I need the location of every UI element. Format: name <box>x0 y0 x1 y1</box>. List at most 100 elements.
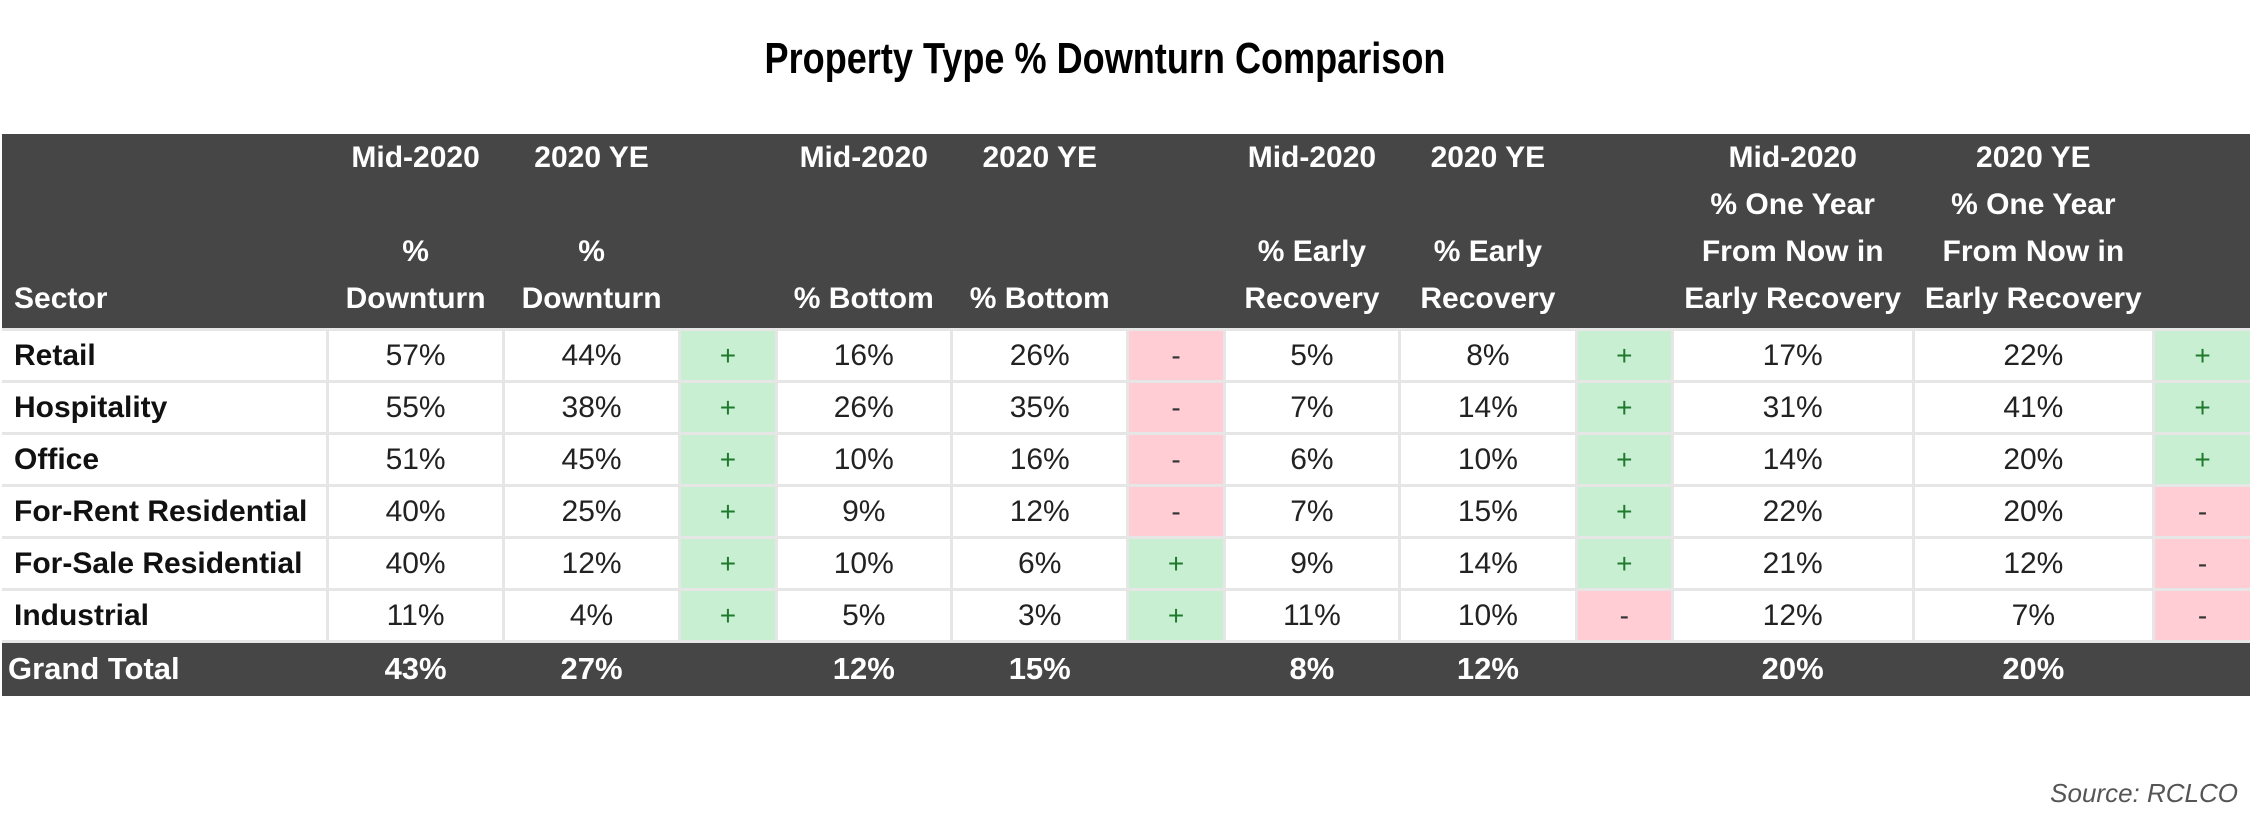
value-cell: 12% <box>1670 588 1915 643</box>
value-cell: 9% <box>774 484 953 539</box>
change-indicator: + <box>678 484 778 539</box>
change-indicator: + <box>1126 536 1226 591</box>
value-cell: 57% <box>326 328 505 383</box>
value-cell: 26% <box>774 380 953 435</box>
change-indicator: - <box>1574 588 1674 643</box>
value-cell: 10% <box>774 432 953 487</box>
value-cell: 55% <box>326 380 505 435</box>
total-indicator-cell <box>1576 642 1672 696</box>
value-cell: 31% <box>1670 380 1915 435</box>
table-row: For-Rent Residential 40% 25% +9% 12% -7% 15% +2… <box>2 484 2250 539</box>
sector-cell: Retail <box>2 328 330 383</box>
value-cell: 6% <box>1222 432 1402 487</box>
header-indicator <box>680 134 776 330</box>
table-row: Retail 57% 44% +16% 26% -5% 8% +17% 22% + <box>2 328 2250 383</box>
value-cell: 16% <box>774 328 953 383</box>
change-indicator: - <box>2152 484 2250 539</box>
change-indicator: - <box>1126 380 1226 435</box>
change-indicator: + <box>2152 432 2250 487</box>
header-col: 2020 YE% Downturn <box>521 141 662 315</box>
value-cell: 14% <box>1670 432 1915 487</box>
header-col: Mid-2020% Early Recovery <box>1244 141 1380 315</box>
change-indicator: - <box>1126 432 1226 487</box>
value-cell: 14% <box>1398 536 1578 591</box>
value-cell: 20% <box>1911 484 2156 539</box>
sector-cell: Office <box>2 432 330 487</box>
source-note: Source: RCLCO <box>2050 778 2238 808</box>
value-cell: 11% <box>326 588 505 643</box>
change-indicator: + <box>1574 432 1674 487</box>
change-indicator: + <box>678 380 778 435</box>
value-cell: 6% <box>949 536 1130 591</box>
chart-title: Property Type % Downturn Comparison <box>764 34 1446 83</box>
value-cell: 5% <box>1222 328 1402 383</box>
value-cell: 20% <box>2002 651 2065 687</box>
value-cell: 12% <box>1456 651 1519 687</box>
header-col: Mid-2020% Bottom <box>793 141 934 315</box>
change-indicator: + <box>1574 484 1674 539</box>
value-cell: 14% <box>1398 380 1578 435</box>
value-cell: 9% <box>1222 536 1402 591</box>
change-indicator: + <box>2152 380 2250 435</box>
value-cell: 11% <box>1222 588 1402 643</box>
sector-cell: Hospitality <box>2 380 330 435</box>
header-indicator <box>2154 134 2250 330</box>
change-indicator: + <box>1126 588 1226 643</box>
sector-cell: Grand Total <box>8 651 180 687</box>
header-col: Mid-2020% Downturn <box>345 141 486 315</box>
header-indicator <box>1576 134 1672 330</box>
value-cell: 12% <box>1911 536 2156 591</box>
total-indicator-cell <box>2154 642 2250 696</box>
table-row: Office 51% 45% +10% 16% -6% 10% +14% 20% + <box>2 432 2250 487</box>
value-cell: 17% <box>1670 328 1915 383</box>
change-indicator: + <box>678 536 778 591</box>
table-row: Industrial 11% 4% +5% 3% +11% 10% -12% 7% - <box>2 588 2250 643</box>
value-cell: 44% <box>501 328 682 383</box>
value-cell: 8% <box>1289 651 1335 687</box>
change-indicator: + <box>1574 380 1674 435</box>
value-cell: 10% <box>1398 588 1578 643</box>
grand-total-row: Grand Total 43% 27% 12% 15% 8% 12% 20% 20% <box>2 641 2250 696</box>
comparison-table: Sector Mid-2020% Downturn 2020 YE% Downtur… <box>2 134 2250 696</box>
value-cell: 41% <box>1911 380 2156 435</box>
value-cell: 25% <box>501 484 682 539</box>
total-indicator-cell <box>1128 642 1224 696</box>
table-row: For-Sale Residential 40% 12% +10% 6% +9% 14% +2… <box>2 536 2250 591</box>
value-cell: 38% <box>501 380 682 435</box>
sector-cell: For-Rent Residential <box>2 484 330 539</box>
change-indicator: - <box>2152 536 2250 591</box>
value-cell: 12% <box>501 536 682 591</box>
value-cell: 8% <box>1398 328 1578 383</box>
value-cell: 51% <box>326 432 505 487</box>
change-indicator: + <box>678 328 778 383</box>
header-sector: Sector <box>14 282 108 315</box>
value-cell: 10% <box>774 536 953 591</box>
value-cell: 7% <box>1911 588 2156 643</box>
value-cell: 43% <box>384 651 447 687</box>
sector-cell: For-Sale Residential <box>2 536 330 591</box>
value-cell: 15% <box>1008 651 1071 687</box>
value-cell: 7% <box>1222 380 1402 435</box>
value-cell: 27% <box>560 651 623 687</box>
value-cell: 15% <box>1398 484 1578 539</box>
header-col: Mid-2020% One Year From Now in Early Recov… <box>1684 141 1902 315</box>
total-indicator-cell <box>680 642 776 696</box>
value-cell: 16% <box>949 432 1130 487</box>
header-col: 2020 YE% Bottom <box>969 141 1110 315</box>
table-row: Hospitality 55% 38% +26% 35% -7% 14% +31% 41% + <box>2 380 2250 435</box>
value-cell: 5% <box>774 588 953 643</box>
value-cell: 10% <box>1398 432 1578 487</box>
change-indicator: - <box>2152 588 2250 643</box>
value-cell: 26% <box>949 328 1130 383</box>
change-indicator: + <box>1574 328 1674 383</box>
value-cell: 3% <box>949 588 1130 643</box>
value-cell: 22% <box>1670 484 1915 539</box>
value-cell: 45% <box>501 432 682 487</box>
value-cell: 7% <box>1222 484 1402 539</box>
change-indicator: - <box>1126 484 1226 539</box>
change-indicator: + <box>1574 536 1674 591</box>
value-cell: 12% <box>832 651 895 687</box>
value-cell: 12% <box>949 484 1130 539</box>
change-indicator: + <box>678 588 778 643</box>
value-cell: 20% <box>1911 432 2156 487</box>
